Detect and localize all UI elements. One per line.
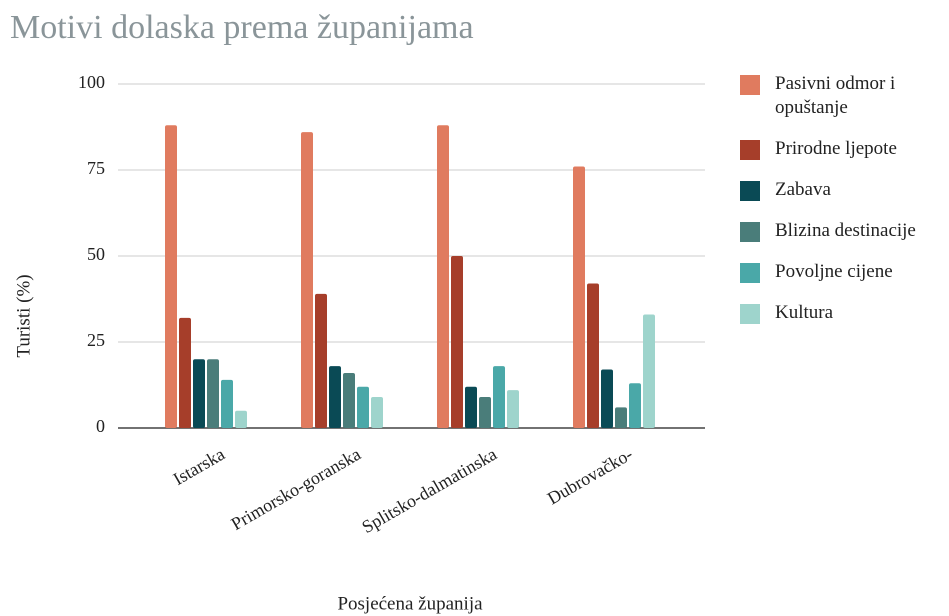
legend-label: Kultura: [775, 302, 834, 323]
legend-swatch: [740, 181, 760, 201]
x-tick-label: Istarska: [170, 444, 228, 489]
legend-swatch: [740, 75, 760, 95]
y-tick-label: 50: [87, 244, 105, 264]
chart-title: Motivi dolaska prema županijama: [10, 9, 474, 46]
legend-label: Blizina destinacije: [775, 220, 916, 241]
bar: [601, 369, 613, 428]
bar: [165, 125, 177, 428]
bar: [343, 372, 355, 428]
bar: [437, 125, 449, 428]
x-tick-label: Splitsko-dalmatinska: [358, 444, 500, 537]
legend-swatch: [740, 140, 760, 160]
bar: [329, 366, 341, 428]
y-tick-label: 100: [78, 72, 105, 92]
legend-swatch: [740, 222, 760, 242]
legend-label: Prirodne ljepote: [775, 138, 897, 159]
legend-label: Zabava: [775, 179, 831, 200]
bar: [479, 397, 491, 428]
bar: [315, 293, 327, 428]
y-tick-label: 75: [87, 158, 105, 178]
x-tick-label: Primorsko-goranska: [228, 444, 364, 534]
y-tick-label: 25: [87, 330, 105, 350]
legend-entry: Pasivni odmor i opuštanje: [740, 72, 920, 120]
x-axis-title: Posjećena županija: [337, 593, 483, 614]
legend-label: Pasivni odmor i opuštanje: [775, 73, 896, 118]
legend-swatch: [740, 263, 760, 283]
bar: [629, 383, 641, 428]
bar: [301, 132, 313, 428]
bar: [371, 397, 383, 428]
legend-entry: Povoljne cijene: [740, 260, 920, 284]
bar: [221, 379, 233, 428]
bar: [235, 410, 247, 428]
legend-entry: Kultura: [740, 301, 920, 325]
bar: [465, 386, 477, 428]
x-tick-label: Dubrovačko-: [544, 444, 636, 509]
legend-swatch: [740, 304, 760, 324]
bar: [643, 314, 655, 428]
y-tick-label: 0: [96, 416, 105, 436]
legend-entry: Blizina destinacije: [740, 219, 920, 243]
bar: [451, 256, 463, 428]
legend: Pasivni odmor i opuštanje Prirodne ljepot…: [740, 72, 920, 325]
bar: [587, 283, 599, 428]
bar: [357, 386, 369, 428]
bar: [493, 366, 505, 428]
bar: [573, 166, 585, 428]
bar: [615, 407, 627, 428]
bar: [193, 359, 205, 428]
bar: [179, 317, 191, 428]
legend-entry: Zabava: [740, 178, 920, 202]
legend-entry: Prirodne ljepote: [740, 137, 920, 161]
bar: [507, 390, 519, 428]
legend-label: Povoljne cijene: [775, 261, 893, 282]
bar: [207, 359, 219, 428]
y-axis-title: Turisti (%): [13, 274, 34, 357]
